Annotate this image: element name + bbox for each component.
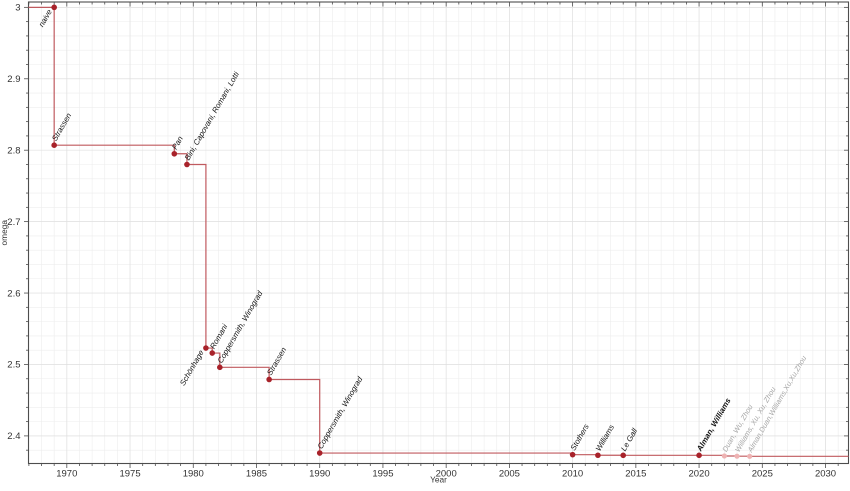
svg-text:2020: 2020	[688, 468, 709, 479]
svg-text:2.6: 2.6	[7, 288, 20, 299]
svg-text:1995: 1995	[372, 468, 393, 479]
svg-text:omega: omega	[0, 220, 9, 246]
svg-text:Year: Year	[430, 475, 447, 485]
svg-text:2.5: 2.5	[7, 360, 20, 371]
svg-text:2010: 2010	[562, 468, 583, 479]
svg-text:2.4: 2.4	[7, 431, 20, 442]
svg-text:3: 3	[15, 3, 20, 14]
svg-text:1980: 1980	[183, 468, 204, 479]
svg-text:1970: 1970	[56, 468, 77, 479]
svg-text:2025: 2025	[752, 468, 773, 479]
svg-text:2.7: 2.7	[7, 217, 20, 228]
svg-text:2.9: 2.9	[7, 74, 20, 85]
svg-text:1990: 1990	[309, 468, 330, 479]
svg-text:2030: 2030	[815, 468, 836, 479]
svg-text:1975: 1975	[119, 468, 140, 479]
svg-text:2005: 2005	[499, 468, 520, 479]
svg-text:2.8: 2.8	[7, 145, 20, 156]
svg-text:2015: 2015	[625, 468, 646, 479]
svg-text:1985: 1985	[246, 468, 267, 479]
